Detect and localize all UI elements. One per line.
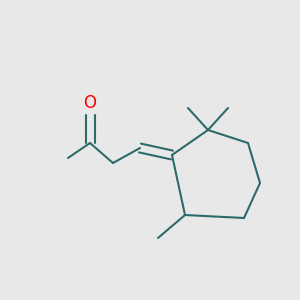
Text: O: O [83,94,97,112]
